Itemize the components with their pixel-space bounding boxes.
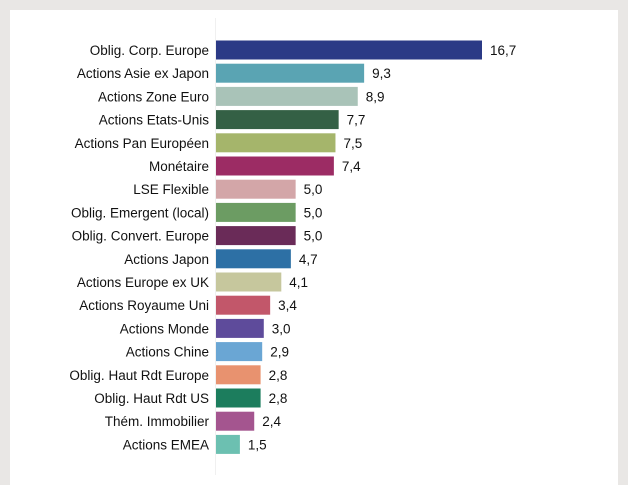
category-label: Actions Zone Euro <box>98 89 209 104</box>
category-label: Actions Monde <box>120 321 209 336</box>
category-label: Actions EMEA <box>123 437 209 452</box>
value-label: 1,5 <box>248 437 267 452</box>
value-label: 4,7 <box>299 252 318 267</box>
bar <box>216 133 336 153</box>
bar <box>216 63 365 83</box>
value-label: 7,7 <box>347 113 366 128</box>
bar-row: Thém. Immobilier 2,4 <box>105 411 281 431</box>
bar <box>216 365 261 385</box>
category-label: Actions Europe ex UK <box>77 275 209 290</box>
bar-row: Actions Pan Européen 7,5 <box>75 133 362 153</box>
category-label: LSE Flexible <box>133 182 209 197</box>
bar-row: Actions Zone Euro 8,9 <box>98 86 385 106</box>
bar-row: Monétaire 7,4 <box>149 156 361 176</box>
bar-row: Actions Monde 3,0 <box>120 318 291 338</box>
bar-row: Actions EMEA 1,5 <box>123 434 267 454</box>
horizontal-bar-chart: Oblig. Corp. Europe 16,7 Actions Asie ex J… <box>69 18 516 475</box>
value-label: 9,3 <box>372 66 391 81</box>
bar <box>216 202 296 222</box>
bar <box>216 249 291 269</box>
category-label: Actions Asie ex Japon <box>77 66 209 81</box>
category-label: Oblig. Haut Rdt US <box>94 391 209 406</box>
category-label: Monétaire <box>149 159 209 174</box>
category-label: Actions Royaume Uni <box>79 298 209 313</box>
bar <box>216 40 482 60</box>
value-label: 2,8 <box>269 391 288 406</box>
category-label: Oblig. Corp. Europe <box>90 43 209 58</box>
value-label: 2,9 <box>270 345 289 360</box>
bar-row: Oblig. Convert. Europe 5,0 <box>72 226 323 246</box>
bar <box>216 110 339 130</box>
category-label: Oblig. Emergent (local) <box>71 205 209 220</box>
category-label: Actions Etats-Unis <box>99 113 210 128</box>
category-label: Actions Japon <box>124 252 209 267</box>
bar <box>216 226 296 246</box>
value-label: 2,4 <box>262 414 281 429</box>
category-label: Actions Chine <box>126 345 209 360</box>
bar-row: Actions Asie ex Japon 9,3 <box>77 63 391 83</box>
value-label: 5,0 <box>304 229 323 244</box>
value-label: 8,9 <box>366 89 385 104</box>
value-label: 7,4 <box>342 159 361 174</box>
bar <box>216 342 263 362</box>
bar-row: Actions Japon 4,7 <box>124 249 318 269</box>
bar-row: Actions Etats-Unis 7,7 <box>99 110 366 130</box>
bar-row: Oblig. Haut Rdt US 2,8 <box>94 388 288 408</box>
value-label: 3,4 <box>278 298 297 313</box>
value-label: 5,0 <box>304 182 323 197</box>
chart-panel: Oblig. Corp. Europe 16,7 Actions Asie ex J… <box>10 10 618 485</box>
category-label: Actions Pan Européen <box>75 136 209 151</box>
category-label: Thém. Immobilier <box>105 414 210 429</box>
bar-row: Oblig. Haut Rdt Europe 2,8 <box>69 365 288 385</box>
value-label: 7,5 <box>343 136 362 151</box>
bar <box>216 272 282 292</box>
bar-row: Actions Royaume Uni 3,4 <box>79 295 297 315</box>
value-label: 16,7 <box>490 43 516 58</box>
bar-row: LSE Flexible 5,0 <box>133 179 323 199</box>
bar <box>216 318 264 338</box>
bar <box>216 156 334 176</box>
bar-row: Oblig. Emergent (local) 5,0 <box>71 202 323 222</box>
value-label: 5,0 <box>304 205 323 220</box>
bar <box>216 86 358 106</box>
category-label: Oblig. Haut Rdt Europe <box>69 368 209 383</box>
category-label: Oblig. Convert. Europe <box>72 229 209 244</box>
bar <box>216 434 240 454</box>
bar-row: Actions Chine 2,9 <box>126 342 289 362</box>
bar <box>216 179 296 199</box>
bar-row: Oblig. Corp. Europe 16,7 <box>90 40 516 60</box>
value-label: 3,0 <box>272 321 291 336</box>
value-label: 2,8 <box>269 368 288 383</box>
bar <box>216 388 261 408</box>
value-label: 4,1 <box>289 275 308 290</box>
bar-row: Actions Europe ex UK 4,1 <box>77 272 308 292</box>
bar <box>216 411 255 431</box>
bar <box>216 295 271 315</box>
